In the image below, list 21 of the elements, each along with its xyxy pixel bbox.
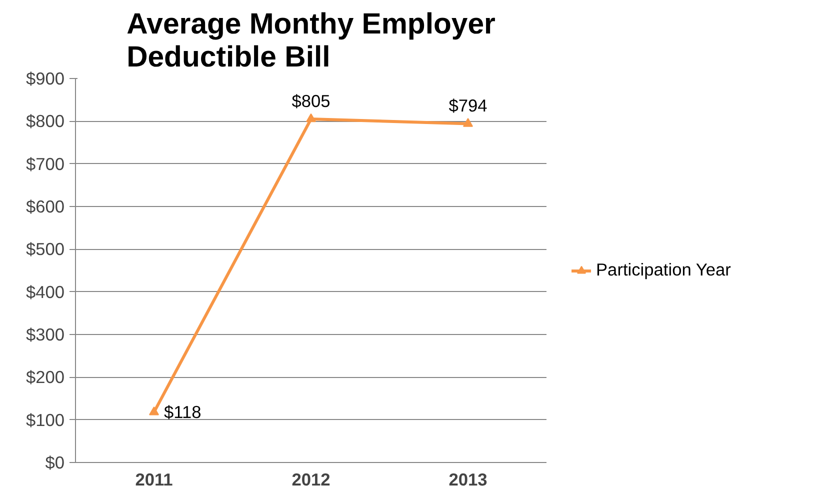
legend-label: Participation Year <box>596 260 731 280</box>
y-tick-label: $400 <box>26 282 65 302</box>
y-tick-label: $100 <box>26 410 65 430</box>
y-tick-label: $900 <box>26 68 65 88</box>
x-tick-label: 2012 <box>292 470 330 490</box>
y-tick-label: $200 <box>26 367 65 388</box>
data-label: $118 <box>164 402 202 422</box>
y-tick-label: $0 <box>45 452 65 472</box>
y-tick-label: $800 <box>26 111 65 132</box>
data-label: $794 <box>448 96 488 116</box>
x-tick-label: 2013 <box>448 470 488 490</box>
x-tick-label: 2011 <box>135 470 174 490</box>
y-tick-label: $300 <box>26 324 65 344</box>
y-tick-label: $500 <box>26 239 65 260</box>
y-tick-label: $600 <box>26 196 65 216</box>
point <box>149 406 159 416</box>
y-tick-label: $700 <box>26 154 65 174</box>
data-label: $805 <box>292 91 330 112</box>
chart-title: Average Monthy Employer Deductible Bill <box>126 8 496 74</box>
point <box>463 118 473 127</box>
point <box>306 113 316 122</box>
